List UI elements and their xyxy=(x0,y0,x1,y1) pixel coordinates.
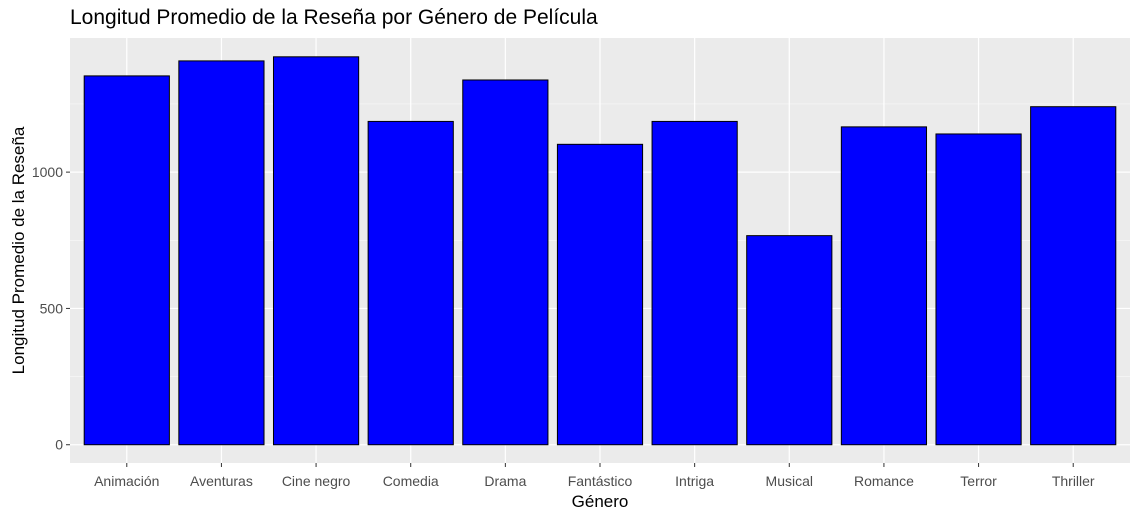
x-tick-label: Aventuras xyxy=(190,473,253,489)
x-axis-title: Género xyxy=(572,492,629,511)
bar-thriller xyxy=(1030,106,1117,446)
x-tick-label: Animación xyxy=(94,473,159,489)
bar-fantástico xyxy=(556,143,644,446)
x-tick-label: Cine negro xyxy=(282,473,351,489)
y-axis-title: Longitud Promedio de la Reseña xyxy=(9,126,28,374)
bar-cine-negro xyxy=(272,56,360,446)
bar-animación xyxy=(83,75,170,446)
y-tick-label: 0 xyxy=(55,437,63,453)
bar-intriga xyxy=(651,120,738,446)
x-tick-label: Fantástico xyxy=(568,473,633,489)
x-tick-label: Drama xyxy=(484,473,526,489)
y-axis: 0 500 1000 xyxy=(32,164,70,453)
bar-musical xyxy=(746,235,833,446)
bars xyxy=(83,56,1117,446)
y-tick-label: 1000 xyxy=(32,164,63,180)
x-tick-label: Terror xyxy=(960,473,997,489)
bar-aventuras xyxy=(178,60,265,446)
x-tick-label: Thriller xyxy=(1052,473,1095,489)
bar-drama xyxy=(462,79,549,446)
x-tick-label: Comedia xyxy=(383,473,439,489)
bar-comedia xyxy=(367,120,454,446)
bar-romance xyxy=(840,126,928,446)
y-tick-label: 500 xyxy=(40,300,64,316)
x-tick-label: Romance xyxy=(854,473,914,489)
bar-terror xyxy=(935,133,1022,446)
x-tick-label: Musical xyxy=(766,473,813,489)
chart-title: Longitud Promedio de la Reseña por Géner… xyxy=(70,6,598,29)
x-tick-label: Intriga xyxy=(675,473,714,489)
x-axis: Animación Aventuras Cine negro Comedia Drama… xyxy=(94,463,1095,489)
